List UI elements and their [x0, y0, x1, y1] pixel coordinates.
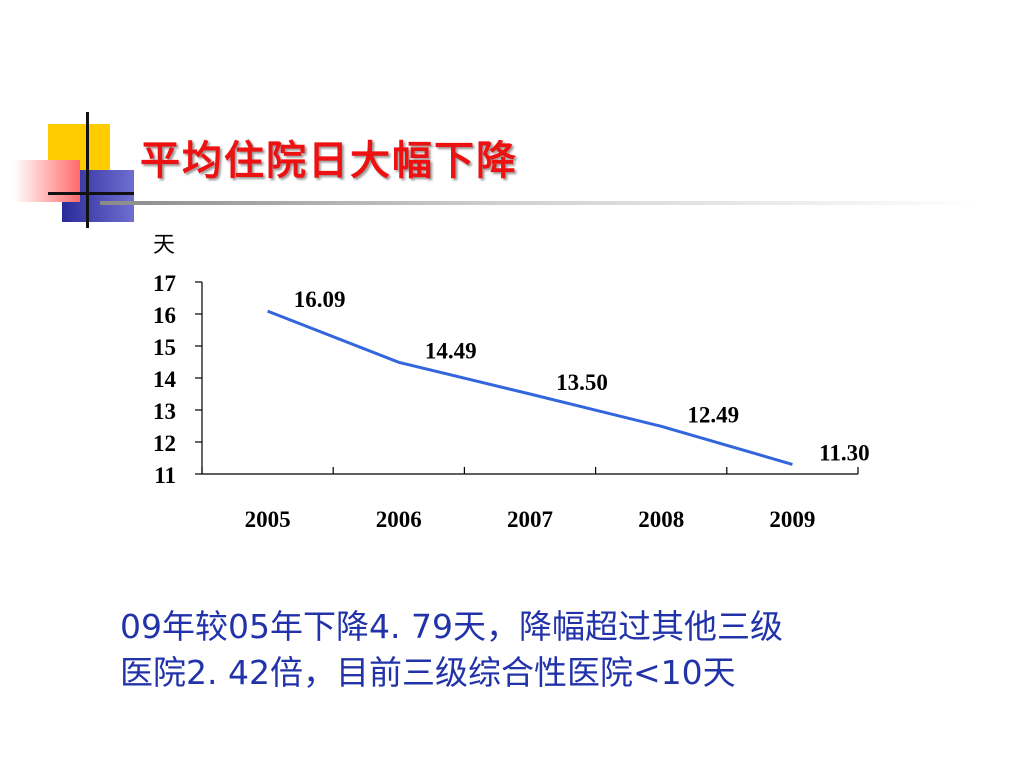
y-tick-label: 11: [154, 463, 176, 488]
y-tick-label: 15: [153, 335, 176, 360]
data-label: 11.30: [819, 440, 869, 465]
x-tick-label: 2009: [769, 507, 815, 532]
deco-red-square: [14, 160, 80, 202]
data-labels: 16.09 14.49 13.50 12.49 11.30: [294, 287, 870, 465]
y-tick-labels: 11 12 13 14 15 16 17: [153, 271, 177, 488]
deco-vertical-bar: [86, 112, 89, 228]
x-tick-label: 2005: [245, 507, 291, 532]
y-tick-label: 17: [153, 271, 176, 296]
series-line: [267, 309, 793, 466]
y-axis-label: 天: [153, 232, 175, 257]
data-label: 16.09: [294, 287, 346, 312]
chart-axes: [195, 281, 859, 475]
x-tick-label: 2008: [638, 507, 684, 532]
series-group: [267, 309, 793, 466]
y-tick-label: 13: [153, 399, 176, 424]
summary-note: 09年较05年下降4. 79天，降幅超过其他三级 医院2. 42倍，目前三级综合…: [120, 604, 920, 696]
data-label: 12.49: [687, 402, 739, 427]
title-underline: [100, 201, 980, 205]
note-line-1: 09年较05年下降4. 79天，降幅超过其他三级: [120, 607, 783, 646]
note-line-2: 医院2. 42倍，目前三级综合性医院<10天: [120, 653, 736, 692]
y-tick-label: 12: [153, 431, 176, 456]
data-label: 13.50: [556, 370, 608, 395]
slide-title: 平均住院日大幅下降: [140, 138, 518, 184]
x-tick-label: 2006: [376, 507, 422, 532]
data-label: 14.49: [425, 338, 477, 363]
x-tick-labels: 2005 2006 2007 2008 2009: [245, 507, 816, 532]
x-tick-label: 2007: [507, 507, 553, 532]
y-tick-label: 14: [153, 367, 177, 392]
y-tick-label: 16: [153, 303, 176, 328]
deco-horizontal-bar: [48, 192, 134, 195]
